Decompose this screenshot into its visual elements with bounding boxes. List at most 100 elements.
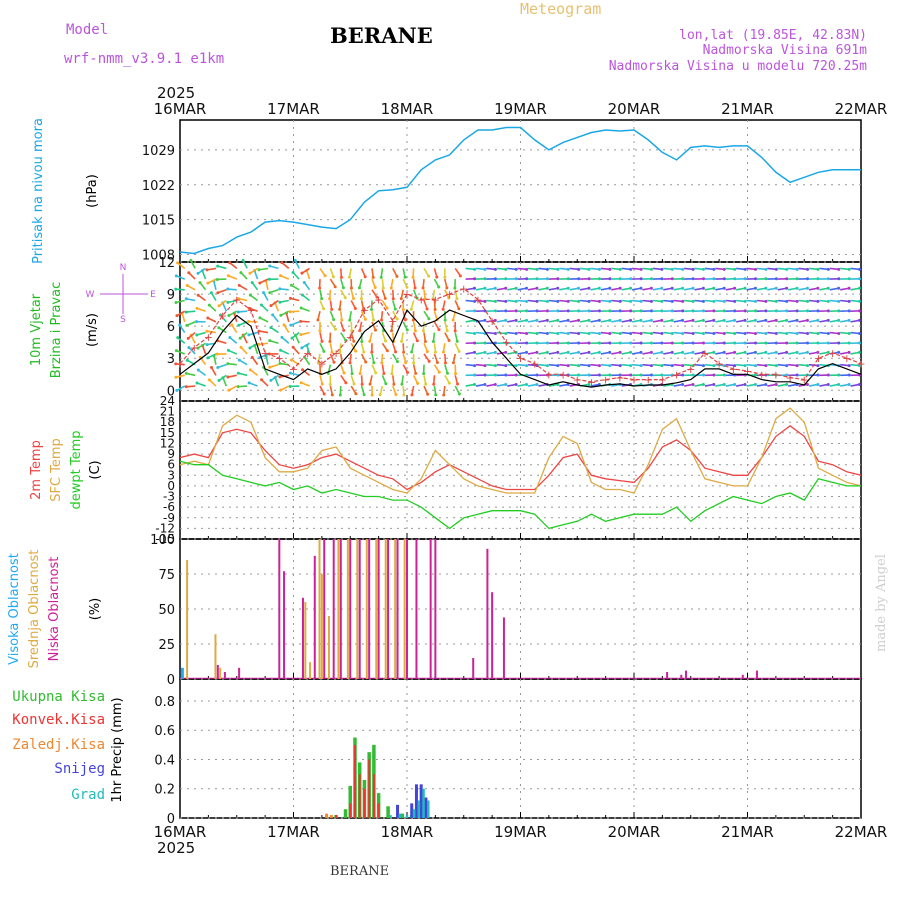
wind-arrow-head (639, 277, 643, 281)
year-label-bottom: 2025 (157, 839, 195, 857)
wind-arrow-head (226, 287, 230, 291)
wind-arrow-head (681, 299, 685, 303)
wind-arrow (433, 310, 438, 321)
temp-tick-label: -3 (163, 490, 175, 504)
wind-arrow-head (195, 320, 199, 324)
wind-arrow-head (774, 286, 778, 290)
wind-arrow-head (722, 286, 726, 290)
wind-arrow-head (299, 381, 303, 385)
cloud-low-bar (377, 539, 380, 679)
wind-arrow-head (402, 393, 406, 397)
wind-arrow-head (363, 317, 367, 321)
wind-arrow (238, 297, 248, 302)
wind-arrow-head (371, 275, 375, 279)
wind-arrow-head (670, 350, 674, 354)
wind-arrow (527, 351, 538, 355)
wind-arrow (177, 262, 186, 270)
wind-arrow-head (837, 318, 841, 322)
wind-arrow-head (267, 277, 271, 281)
wind-arrow (777, 351, 787, 355)
wind-arrow (736, 287, 746, 291)
wind-arrow-head (514, 286, 518, 290)
wind-arrow (621, 351, 631, 355)
precip-conv-bar (353, 744, 356, 818)
panel-frame (179, 678, 862, 819)
wind-arrow-head (805, 318, 809, 322)
gust-marker: + (417, 293, 426, 306)
wind-arrow-head (411, 275, 415, 279)
wind-arrow-head (618, 267, 622, 271)
wind-arrow-head (451, 318, 455, 322)
wind-arrow-head (587, 332, 591, 336)
wind-arrow (208, 304, 217, 312)
wind-arrow (303, 356, 311, 366)
precip-unit-label: 1hr Precip (mm) (110, 697, 125, 802)
wind-arrow-head (577, 277, 581, 281)
wind-arrow-head (483, 267, 487, 271)
wind-arrow (339, 311, 343, 321)
wind-arrow-head (649, 286, 653, 290)
wind-arrow-head (701, 350, 705, 354)
wind-arrow-head (385, 306, 389, 310)
wind-arrow-head (425, 307, 429, 311)
pressure-tick-label: 1022 (142, 179, 175, 194)
wind-arrow-head (370, 350, 374, 354)
wind-arrow-head (358, 329, 362, 333)
wind-arrow (475, 331, 486, 335)
wind-arrow-head (186, 336, 190, 340)
wind-arrow-head (837, 332, 841, 336)
wind-arrow-head (238, 336, 242, 340)
gust-marker: + (516, 352, 525, 365)
wind-arrow-head (587, 350, 591, 354)
wind-arrow-head (338, 307, 342, 311)
wind-arrow-head (774, 299, 778, 303)
wind-arrow-head (701, 332, 705, 336)
wind-arrow-head (493, 277, 497, 281)
wind-arrow-head (618, 341, 622, 345)
wind-arrow-head (701, 318, 705, 322)
wind-arrow-head (806, 364, 810, 368)
wind-arrow-head (566, 277, 570, 281)
wind-arrow-head (278, 300, 282, 304)
precip-graupel-bar (422, 788, 425, 818)
wind-arrow-head (587, 299, 591, 303)
wind-arrow-head (847, 277, 851, 281)
wind-arrow-head (753, 350, 757, 354)
wind-arrow-head (535, 382, 539, 386)
wind-arrow (258, 342, 269, 346)
wind-arrow (548, 383, 558, 387)
model-altitude-text: Nadmorska Visina u modelu 720.25m (609, 59, 867, 74)
wind-arrow (381, 300, 388, 309)
wind-arrow (590, 351, 600, 355)
wind-arrow (412, 374, 419, 384)
precip-tick-label: 0.6 (154, 724, 175, 739)
wind-arrow (207, 278, 217, 284)
wind-arrow (496, 363, 506, 367)
wind-arrow-head (806, 277, 810, 281)
wind-arrow-head (330, 350, 334, 354)
wind-arrow (402, 278, 408, 288)
cloud-low-bar (238, 667, 241, 679)
wind-arrow-head (837, 341, 841, 345)
wind-arrow-head (174, 301, 178, 305)
wind-arrow-head (785, 286, 789, 290)
wind-arrow (746, 383, 756, 387)
wind-arrow (454, 385, 461, 395)
wind-arrow-head (577, 309, 581, 313)
wind-arrow (442, 343, 446, 353)
wind-arrow-head (217, 379, 221, 383)
wind-arrow-head (858, 299, 862, 303)
wind-arrow-head (577, 318, 581, 322)
wind-arrow (767, 351, 777, 355)
wind-arrow-head (289, 283, 293, 287)
wind-arrow-head (545, 341, 549, 345)
wind-arrow-head (816, 299, 820, 303)
wind-arrow (228, 310, 238, 317)
wind-arrow-head (385, 349, 389, 353)
wind-arrow (683, 287, 694, 291)
wind-arrow-head (210, 365, 214, 369)
wind-arrow-head (535, 277, 539, 281)
wind-arrow (694, 319, 704, 323)
wind-arrow-head (174, 375, 178, 379)
precip-total-bar (386, 806, 390, 818)
